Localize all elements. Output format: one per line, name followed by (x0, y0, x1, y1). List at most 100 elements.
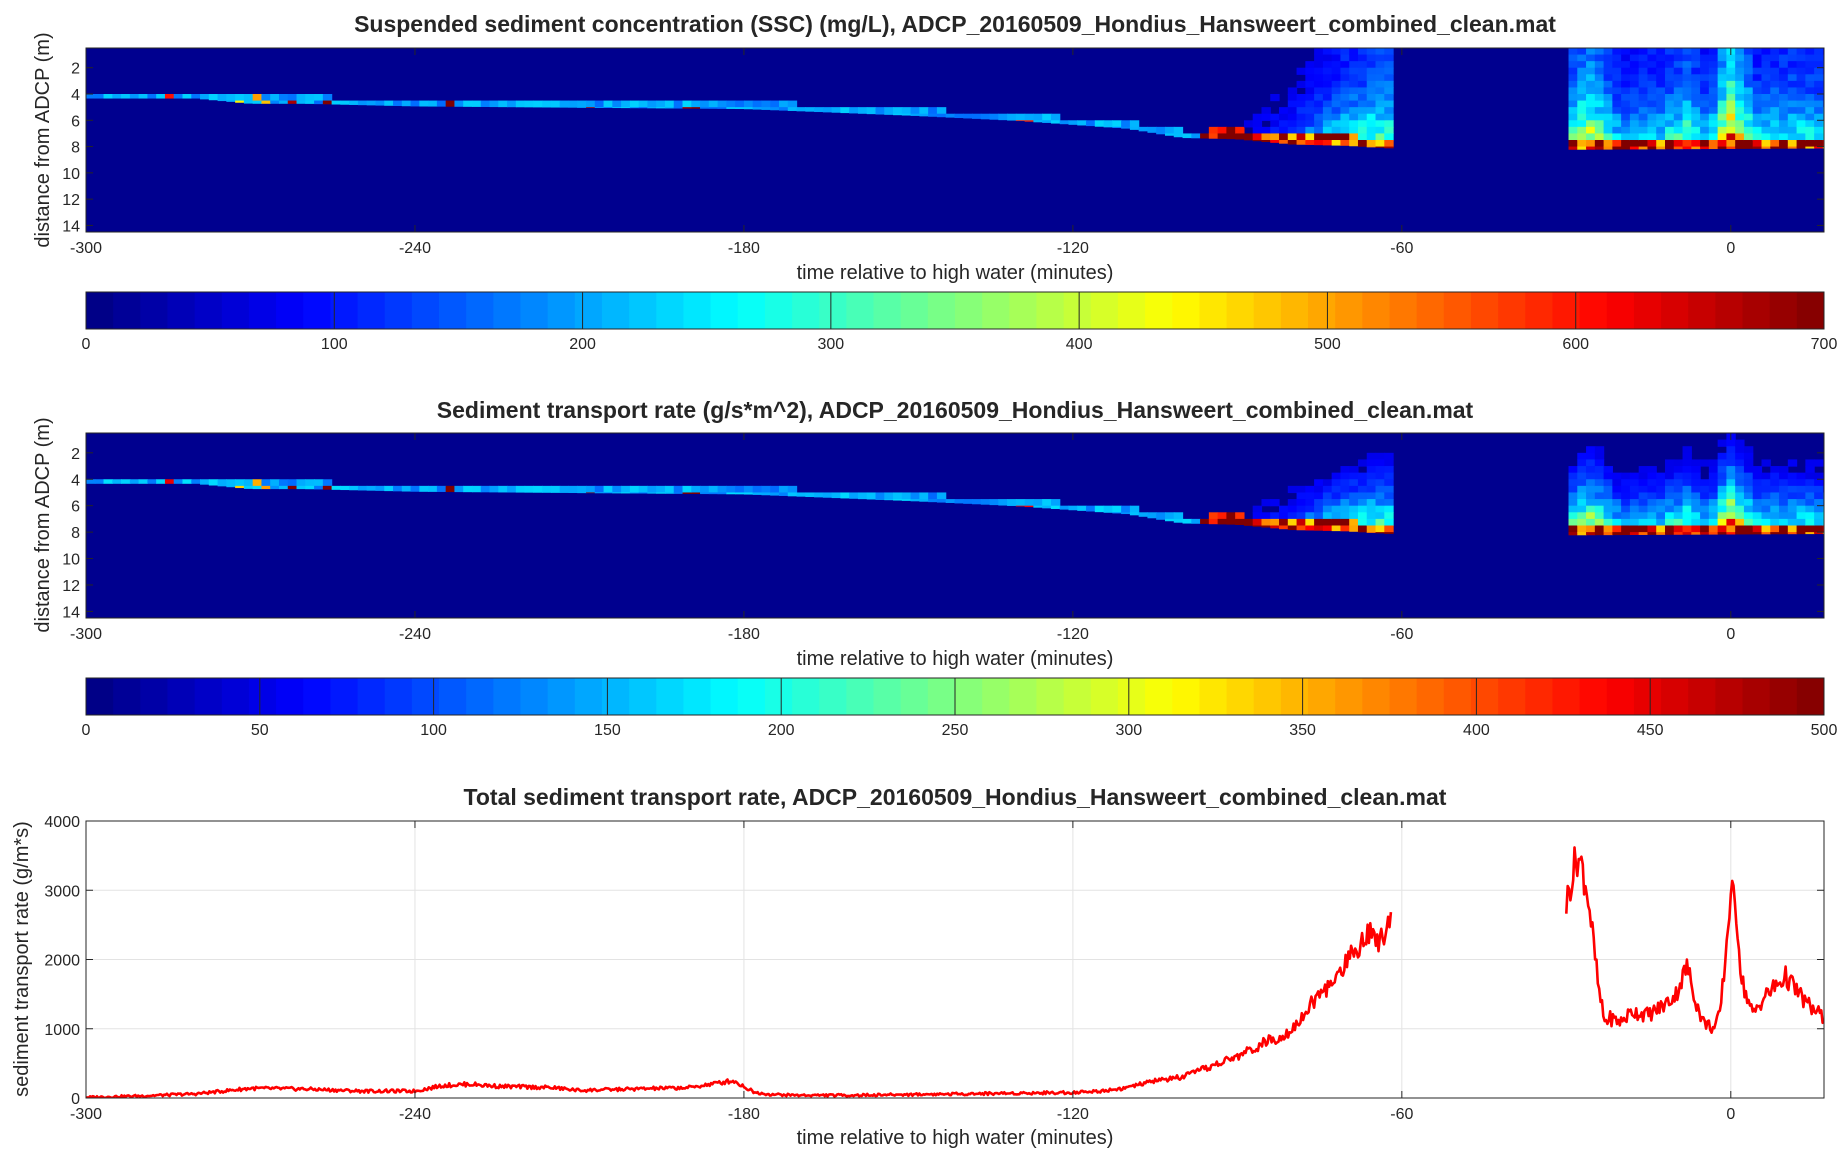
heatmap-cell (1743, 485, 1754, 494)
heatmap-cell (1577, 48, 1587, 56)
heatmap-cell (901, 113, 912, 116)
heatmap-cell (1252, 133, 1263, 141)
heatmap-cell (1682, 512, 1692, 520)
heatmap-cell (1752, 146, 1763, 149)
heatmap-cell (1594, 446, 1605, 454)
heatmap-cell (1735, 107, 1745, 115)
heatmap-cell (1743, 512, 1754, 520)
heatmap-cell (340, 485, 350, 491)
colorbar-segment (1715, 678, 1744, 715)
heatmap-cell (1094, 505, 1105, 513)
heatmap-cell (831, 492, 842, 499)
colorbar-tick-label: 50 (251, 722, 269, 739)
heatmap-cell (1577, 459, 1587, 467)
x-tick-label: -180 (728, 626, 760, 643)
heatmap-cell (1252, 126, 1263, 135)
colorbar-segment (1498, 292, 1526, 329)
heatmap-cell (1086, 120, 1096, 127)
heatmap-cell (1743, 146, 1754, 149)
heatmap-cell (1700, 459, 1710, 467)
heatmap-cell (1331, 518, 1342, 527)
heatmap-cell (1349, 512, 1359, 520)
heatmap-cell (656, 485, 666, 494)
heatmap-cell (366, 485, 377, 491)
heatmap-cell (1349, 466, 1359, 474)
colorbar-segment (1688, 292, 1716, 329)
heatmap-cell (1322, 54, 1333, 62)
y-tick-label: 0 (71, 1091, 80, 1108)
total-series-line (1565, 846, 1824, 1034)
heatmap-cell (1691, 67, 1701, 75)
heatmap-cell (1735, 146, 1745, 149)
colorbar-segment (411, 678, 440, 715)
heatmap-cell (1665, 505, 1675, 513)
heatmap-cell (1279, 107, 1289, 115)
heatmap-cell (1594, 67, 1605, 75)
heatmap-cell (173, 479, 184, 484)
heatmap-cell (1708, 133, 1719, 141)
heatmap-cell (1805, 485, 1815, 494)
heatmap-cell (1629, 80, 1640, 89)
heatmap-cell (1586, 61, 1596, 69)
heatmap-cell (1629, 532, 1640, 535)
heatmap-cell (1735, 100, 1745, 108)
heatmap-cell (1708, 492, 1719, 500)
heatmap-cell (1094, 120, 1105, 127)
heatmap-cell (1586, 518, 1596, 527)
heatmap-cell (822, 107, 833, 113)
heatmap-cell (1770, 492, 1780, 500)
heatmap-cell (1796, 107, 1806, 115)
heatmap-cell (1787, 479, 1798, 487)
heatmap-cell (1743, 472, 1754, 480)
heatmap-cell (393, 485, 403, 492)
heatmap-cell (393, 100, 403, 107)
y-tick-label: 8 (71, 525, 80, 542)
heatmap-cell (428, 485, 438, 492)
heatmap-cell (173, 94, 184, 99)
heatmap-cell (1322, 492, 1333, 500)
heatmap-cell (1384, 74, 1394, 82)
colorbar-segment (1172, 678, 1200, 715)
heatmap-cell (1024, 113, 1034, 121)
heatmap-cell (1682, 94, 1692, 102)
heatmap-cell (1691, 61, 1701, 69)
heatmap-cell (1366, 113, 1377, 121)
heatmap-cell (1708, 485, 1719, 494)
heatmap-cell (1770, 80, 1780, 89)
heatmap-cell (1331, 126, 1342, 135)
heatmap-cell (1603, 532, 1613, 536)
heatmap-cell (1287, 94, 1298, 102)
heatmap-cell (1752, 499, 1763, 507)
heatmap-cell (1357, 54, 1368, 62)
heatmap-cell (1787, 87, 1798, 95)
heatmap-cell (1743, 74, 1754, 82)
heatmap-cell (1586, 532, 1596, 536)
heatmap-cell (761, 100, 771, 108)
heatmap-cell (1647, 479, 1657, 487)
heatmap-cell (507, 100, 517, 108)
heatmap-cell (1638, 485, 1649, 494)
heatmap-cell (270, 94, 280, 102)
heatmap-cell (1357, 512, 1368, 520)
heatmap-cell (603, 492, 613, 494)
heatmap-cell (743, 485, 754, 494)
heatmap-cell (1349, 479, 1359, 487)
heatmap-cell (1375, 107, 1385, 115)
heatmap-cell (305, 479, 315, 487)
heatmap-cell (1612, 512, 1622, 520)
heatmap-cell (717, 485, 727, 494)
heatmap-cell (1656, 107, 1666, 115)
heatmap-cell (1735, 485, 1745, 494)
heatmap-cell (1726, 518, 1736, 527)
heatmap-cell (1322, 94, 1333, 102)
colorbar-segment (1498, 678, 1526, 715)
heatmap-cell (1384, 492, 1394, 500)
heatmap-cell (1384, 466, 1394, 474)
heatmap-cell (1603, 67, 1613, 75)
heatmap-cell (1647, 126, 1657, 135)
heatmap-cell (1805, 54, 1815, 62)
heatmap-cell (1638, 146, 1649, 150)
heatmap-cell (1586, 94, 1596, 102)
heatmap-cell (1305, 87, 1315, 95)
heatmap-cell (1673, 466, 1684, 474)
